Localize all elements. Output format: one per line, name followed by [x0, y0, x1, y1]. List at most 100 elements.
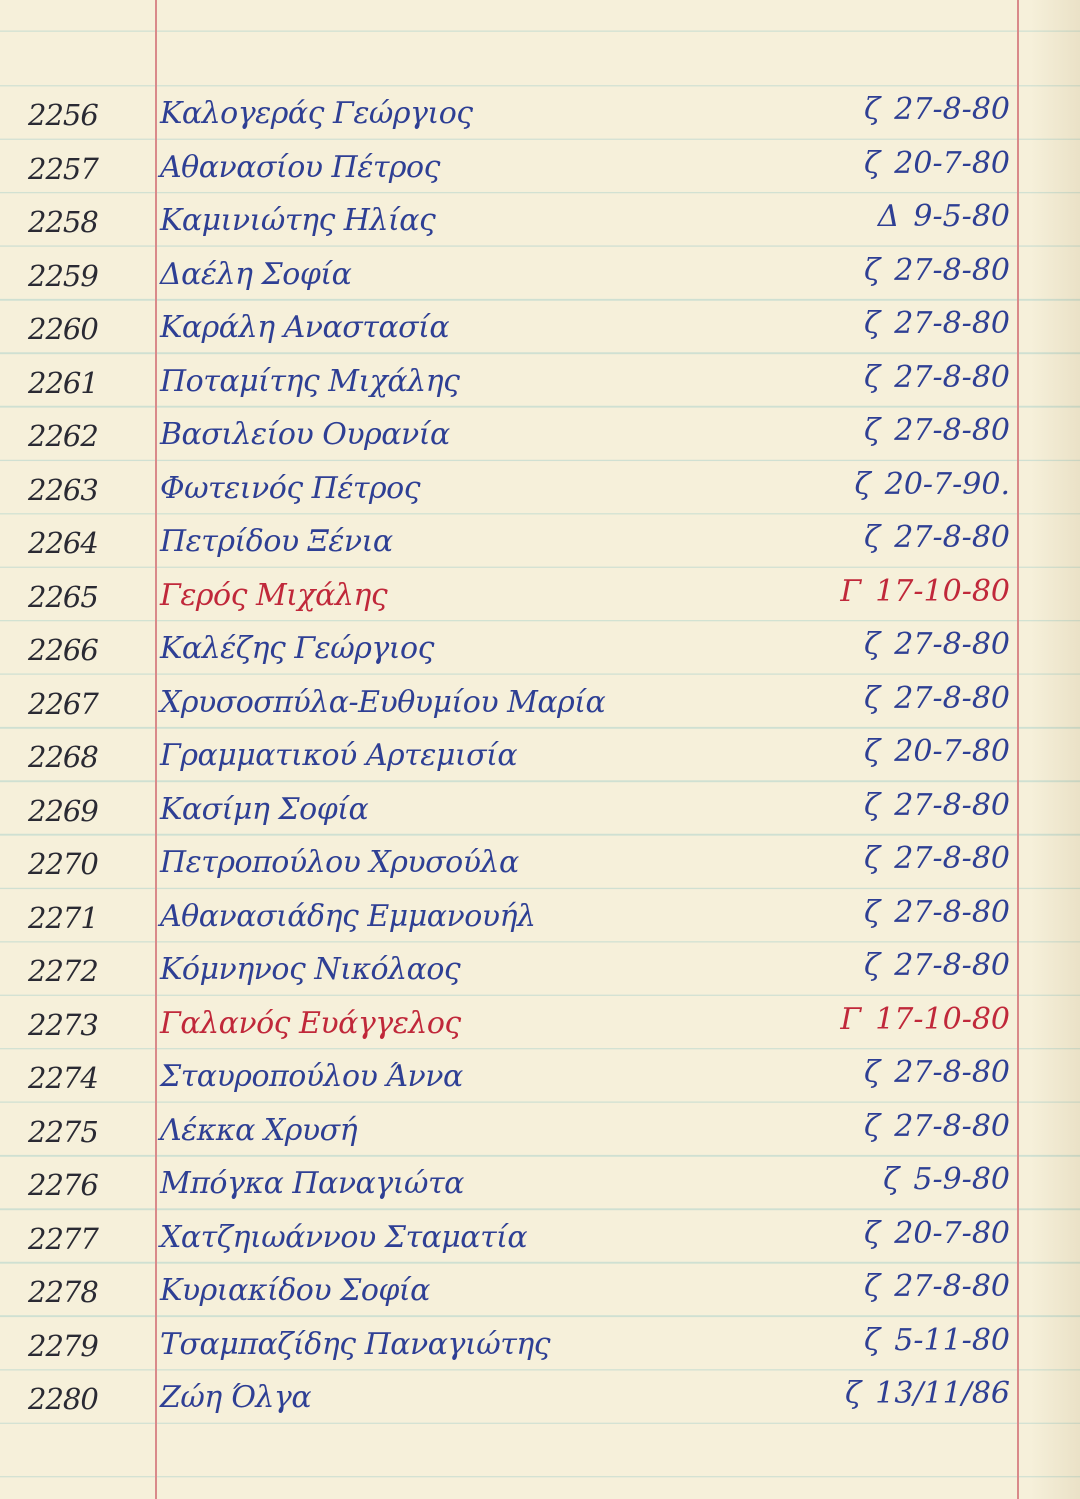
entry-date-cell: Γ 17-10-80: [840, 1002, 1010, 1037]
entry-number: 2267: [28, 686, 99, 721]
ledger-row: 2259 Δαέλη Σοφία ζ 27-8-80: [0, 249, 1080, 302]
entry-name: Καλέζης Γεώργιος: [160, 631, 434, 666]
entry-class: ζ: [864, 734, 881, 769]
entry-number: 2264: [28, 526, 99, 560]
ledger-row: 2274 Σταυροπούλου Άννα ζ 27-8-80: [0, 1051, 1080, 1104]
entry-name: Κασίμη Σοφία: [160, 791, 369, 827]
entry-class: ζ: [864, 787, 881, 823]
entry-date: 20-7-90.: [884, 466, 1010, 502]
ledger-row: 2256 Καλογεράς Γεώργιος ζ 27-8-80: [0, 88, 1080, 141]
entry-number: 2261: [28, 365, 99, 400]
entry-class: ζ: [864, 894, 881, 930]
entry-number: 2263: [28, 472, 99, 507]
entry-name: Αθανασίου Πέτρος: [160, 149, 440, 185]
entry-date-cell: Γ 17-10-80: [840, 574, 1010, 609]
entry-class: ζ: [844, 1376, 862, 1411]
ledger-row: 2264 Πετρίδου Ξένια ζ 27-8-80: [0, 516, 1080, 569]
ledger-row: 2277 Χατζηιωάννου Σταματία ζ 20-7-80: [0, 1212, 1080, 1265]
entry-name: Χατζηιωάννου Σταματία: [160, 1219, 528, 1255]
entry-number: 2280: [28, 1382, 99, 1416]
entry-name: Σταυροπούλου Άννα: [160, 1059, 463, 1094]
entry-class: ζ: [864, 1269, 881, 1304]
entry-number: 2270: [28, 847, 99, 881]
ledger-row: 2278 Κυριακίδου Σοφία ζ 27-8-80: [0, 1265, 1080, 1318]
entry-number: 2262: [28, 419, 99, 453]
entry-name: Ποταμίτης Μιχάλης: [160, 363, 460, 399]
entry-name: Κυριακίδου Σοφία: [160, 1273, 430, 1308]
ledger-row: 2263 Φωτεινός Πέτρος ζ 20-7-90.: [0, 463, 1080, 516]
ledger-row: 2262 Βασιλείου Ουρανία ζ 27-8-80: [0, 409, 1080, 462]
entry-date-cell: ζ 27-8-80: [864, 360, 1010, 395]
ledger-row: 2260 Καράλη Αναστασία ζ 27-8-80: [0, 302, 1080, 355]
entry-date: 27-8-80: [894, 680, 1010, 716]
entry-date-cell: ζ 27-8-80: [864, 681, 1010, 716]
entry-number: 2275: [28, 1114, 99, 1149]
entry-date: 5-11-80: [894, 1322, 1010, 1358]
entry-number: 2273: [28, 1007, 99, 1042]
left-margin-line: [155, 0, 157, 1499]
right-margin-line: [1017, 0, 1019, 1499]
entry-date: 27-8-80: [894, 252, 1010, 288]
ledger-row: 2271 Αθανασιάδης Εμμανουήλ ζ 27-8-80: [0, 891, 1080, 944]
ledger-row: 2280 Ζώη Όλγα ζ 13/11/86: [0, 1372, 1080, 1425]
entry-date-cell: ζ 27-8-80: [864, 92, 1010, 127]
entry-name: Φωτεινός Πέτρος: [160, 470, 421, 506]
entry-date: 27-8-80: [894, 627, 1010, 662]
entry-class: ζ: [864, 1322, 881, 1358]
entry-date: 9-5-80: [913, 199, 1010, 234]
entry-date: 20-7-80: [894, 734, 1010, 769]
entry-date: 27-8-80: [894, 787, 1010, 823]
entry-number: 2269: [28, 793, 99, 828]
entry-name: Γαλανός Ευάγγελος: [160, 1005, 461, 1041]
entry-class: ζ: [864, 359, 881, 395]
entry-date: 17-10-80: [875, 1001, 1010, 1037]
entry-date-cell: ζ 27-8-80: [864, 1269, 1010, 1304]
entry-name: Καράλη Αναστασία: [160, 310, 450, 345]
entry-date-cell: ζ 27-8-80: [864, 1055, 1010, 1090]
ledger-row: 2267 Χρυσοσπύλα-Ευθυμίου Μαρία ζ 27-8-80: [0, 677, 1080, 730]
entry-date-cell: ζ 5-11-80: [864, 1323, 1010, 1358]
entry-name: Καμινιώτης Ηλίας: [160, 203, 436, 238]
entry-date-cell: ζ 27-8-80: [864, 253, 1010, 288]
entry-number: 2276: [28, 1168, 99, 1202]
entry-class: Γ: [840, 573, 862, 609]
entry-class: Δ: [877, 199, 900, 234]
entry-date: 17-10-80: [875, 573, 1010, 609]
entry-date: 27-8-80: [894, 894, 1010, 930]
entry-date-cell: ζ 27-8-80: [864, 841, 1010, 876]
ledger-row: 2276 Μπόγκα Παναγιώτα ζ 5-9-80: [0, 1158, 1080, 1211]
entry-date-cell: ζ 27-8-80: [864, 306, 1010, 341]
entry-name: Κόμνηνος Νικόλαος: [160, 952, 461, 987]
entry-class: ζ: [864, 1108, 881, 1144]
entry-date-cell: ζ 27-8-80: [864, 1109, 1010, 1144]
ledger-row: 2261 Ποταμίτης Μιχάλης ζ 27-8-80: [0, 356, 1080, 409]
entry-class: ζ: [854, 466, 871, 502]
entry-date-cell: ζ 13/11/86: [845, 1376, 1010, 1411]
entry-date: 27-8-80: [894, 841, 1010, 876]
entry-date-cell: ζ 20-7-80: [864, 1216, 1010, 1251]
entry-date-cell: ζ 27-8-80: [864, 948, 1010, 983]
entry-name: Χρυσοσπύλα-Ευθυμίου Μαρία: [160, 684, 606, 720]
entry-number: 2256: [28, 98, 99, 132]
entry-date: 27-8-80: [894, 1269, 1010, 1304]
entry-name: Τσαμπαζίδης Παναγιώτης: [160, 1326, 551, 1362]
ledger-row: 2272 Κόμνηνος Νικόλαος ζ 27-8-80: [0, 944, 1080, 997]
entry-date-cell: ζ 27-8-80: [864, 520, 1010, 555]
entry-name: Πετρίδου Ξένια: [160, 524, 393, 559]
entry-number: 2259: [28, 258, 99, 293]
ledger-row: 2275 Λέκκα Χρυσή ζ 27-8-80: [0, 1105, 1080, 1158]
entry-date: 20-7-80: [894, 145, 1010, 181]
entry-class: ζ: [864, 680, 881, 716]
entry-date: 27-8-80: [894, 306, 1010, 341]
entry-date-cell: ζ 20-7-80: [864, 734, 1010, 769]
entry-date-cell: ζ 27-8-80: [864, 413, 1010, 448]
entry-number: 2258: [28, 205, 99, 239]
entry-date: 5-9-80: [913, 1162, 1010, 1197]
entry-number: 2274: [28, 1061, 99, 1095]
entry-class: ζ: [864, 627, 881, 662]
entry-class: ζ: [864, 520, 881, 555]
entry-name: Δαέλη Σοφία: [160, 256, 352, 292]
ledger-row: 2279 Τσαμπαζίδης Παναγιώτης ζ 5-11-80: [0, 1319, 1080, 1372]
entry-date: 27-8-80: [894, 520, 1010, 555]
entry-class: ζ: [864, 145, 881, 181]
